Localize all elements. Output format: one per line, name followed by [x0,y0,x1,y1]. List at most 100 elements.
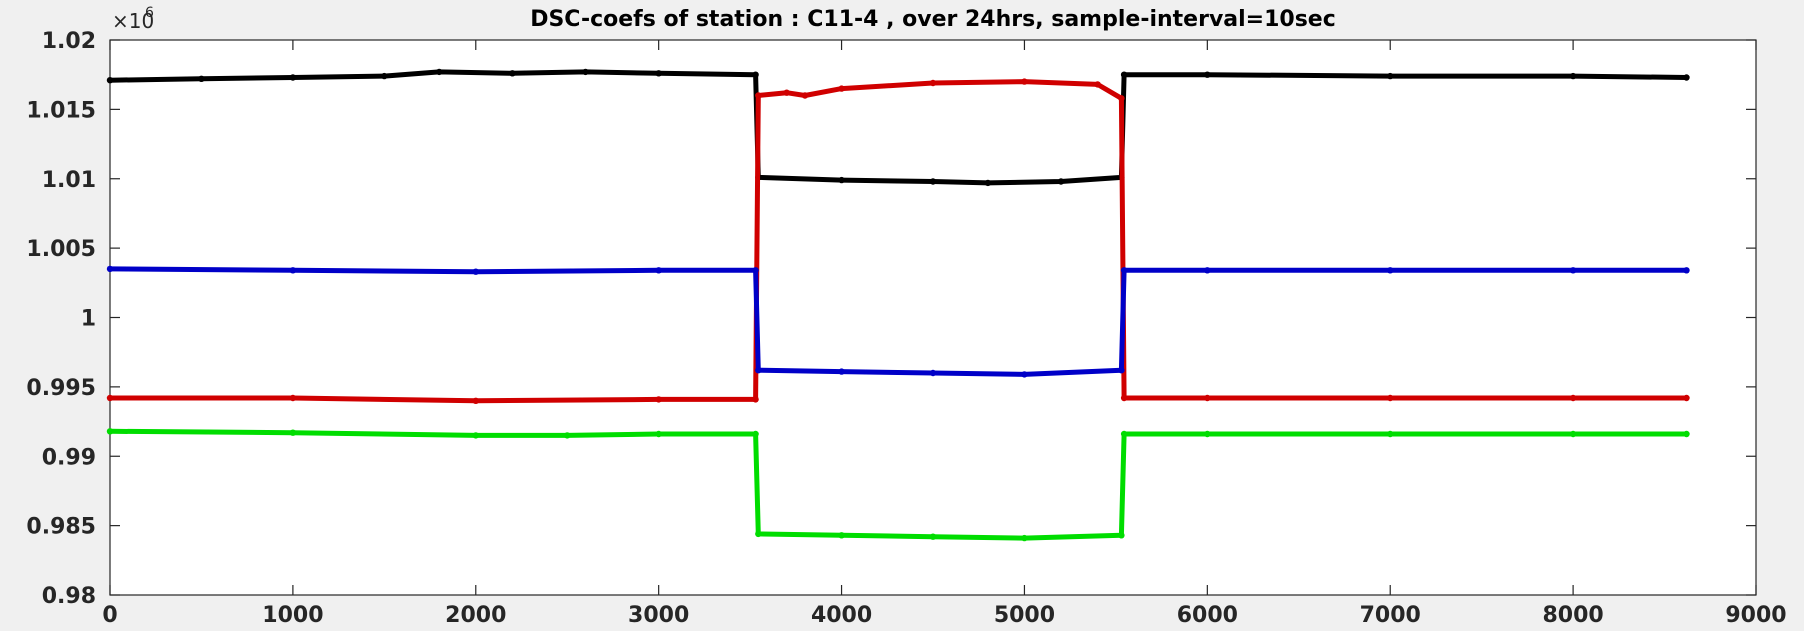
data-point [929,178,937,185]
data-point [929,79,937,87]
data-point [1120,71,1128,78]
data-point [381,72,388,80]
data-point [472,432,479,439]
y-tick-label: 1.02 [42,29,96,54]
data-point [1683,430,1690,438]
data-point [1387,394,1394,402]
data-point [838,368,845,375]
data-point [655,70,662,77]
data-point [1204,394,1211,402]
data-point [1387,267,1394,274]
data-point [1387,72,1394,80]
data-point [509,70,516,77]
data-point [1569,430,1577,438]
data-point [655,396,662,403]
data-point [1118,532,1125,539]
data-point [582,68,589,76]
data-point [436,68,443,76]
data-point [564,432,571,439]
tick-layer: 0 1000 2000 3000 4000 5000 6000 7000 8000 9000 0.9… [26,29,1786,628]
x-tick-label: 6000 [1177,603,1238,628]
y-tick-label: 0.995 [26,376,96,401]
x-tick-label: 3000 [628,603,689,628]
data-point [801,92,809,99]
data-point [1120,267,1128,274]
data-point [106,394,114,402]
data-point [1094,81,1101,88]
data-point [1120,394,1128,402]
y-tick-label: 1.01 [42,168,96,193]
chart-title: DSC-coefs of station : C11-4 , over 24hr… [530,7,1336,32]
x-tick-label: 9000 [1725,603,1786,628]
data-point [1057,178,1065,185]
series-2 [106,78,1690,404]
data-point [752,396,759,403]
data-point [752,267,759,274]
y-scale-prefix: ×10 [112,9,154,33]
data-point [838,176,845,184]
y-tick-label: 1.005 [26,237,96,262]
x-tick-label: 2000 [445,603,506,628]
data-point [755,367,762,374]
series-line [109,428,1687,541]
data-point [1204,71,1211,78]
series-1 [106,68,1690,187]
data-point [1569,267,1577,274]
data-point [1118,367,1125,374]
data-point [755,530,762,538]
data-point [1569,72,1577,80]
data-point [1120,430,1128,438]
data-point [752,71,759,78]
data-point [289,394,297,402]
series-3 [106,265,1690,378]
data-point [1683,394,1690,402]
x-tick-label: 8000 [1542,603,1603,628]
data-point [655,267,662,274]
data-point [289,429,297,436]
data-point [1683,267,1690,274]
series-line [110,79,1687,404]
data-point [1021,371,1028,378]
data-point [783,89,790,96]
y-tick-label: 1.015 [26,98,96,123]
data-point [1204,430,1211,438]
plot-area [109,39,1757,596]
data-point [838,85,845,92]
data-point [198,75,205,83]
data-point [929,369,937,377]
data-point [655,430,662,438]
data-point [106,77,114,84]
data-point [472,397,479,404]
x-tick-label: 4000 [811,603,872,628]
data-point [106,265,114,273]
data-point [1387,430,1394,438]
data-point [1204,267,1211,274]
data-point [1569,394,1577,402]
y-tick-label: 1 [81,307,96,332]
x-tick-label: 1000 [262,603,323,628]
series-layer [106,68,1690,542]
data-point [289,267,297,274]
data-point [1021,534,1028,542]
data-point [1021,78,1028,85]
y-tick-label: 0.98 [42,584,96,609]
data-point [838,532,845,539]
data-point [106,428,114,435]
y-tick-label: 0.985 [26,515,96,540]
data-point [752,430,759,438]
data-point [755,92,762,99]
series-line [109,69,1687,186]
data-point [472,268,479,275]
data-point [1683,74,1690,81]
data-point [984,179,992,187]
series-4 [106,428,1690,542]
data-point [1118,95,1125,102]
x-tick-label: 7000 [1360,603,1421,628]
y-tick-label: 0.99 [42,445,96,470]
x-tick-label: 5000 [994,603,1055,628]
y-scale-exponent: 6 [145,5,154,21]
data-point [289,74,297,81]
data-point [929,533,937,540]
x-tick-label: 0 [102,603,117,628]
